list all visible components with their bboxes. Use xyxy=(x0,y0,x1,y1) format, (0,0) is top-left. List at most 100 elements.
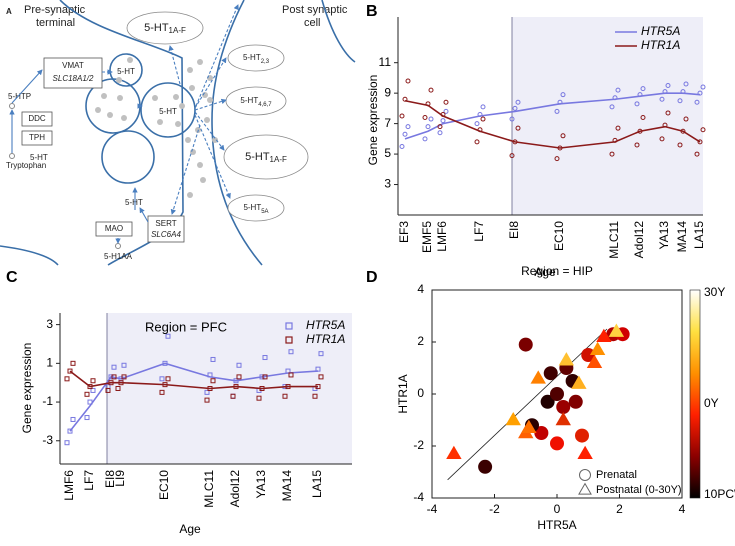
sert: SERT xyxy=(155,219,176,228)
legend-label: HTR5A xyxy=(641,24,680,38)
sample-point xyxy=(640,115,646,121)
point xyxy=(550,387,564,401)
sample-point xyxy=(683,81,689,87)
receptor-label: 5-HT1A-F xyxy=(144,22,186,35)
x-tick-label: LF7 xyxy=(82,470,96,491)
x-tick-label: LA15 xyxy=(692,221,706,249)
legend-swatch xyxy=(579,469,591,481)
arrow xyxy=(194,98,227,111)
sample-point xyxy=(67,368,73,374)
receptor-base: 5-HT xyxy=(243,53,261,62)
mao: MAO xyxy=(105,224,123,233)
pre-terminal xyxy=(0,245,59,266)
point xyxy=(577,445,593,460)
x-tick-label: EC10 xyxy=(157,470,171,500)
sample-point xyxy=(700,127,706,133)
sample-point xyxy=(165,376,171,382)
dot xyxy=(95,107,101,113)
receptor-base: 5-HT xyxy=(243,203,261,212)
sample-point xyxy=(480,104,486,110)
y-axis-label: Gene expression xyxy=(366,75,380,166)
tph-box xyxy=(21,130,53,146)
sample-point xyxy=(64,376,70,382)
dot xyxy=(197,59,203,65)
x-tick-label: MLC11 xyxy=(607,221,621,259)
sample-point xyxy=(165,333,171,339)
y-axis-label: HTR1A xyxy=(396,374,410,413)
dot xyxy=(116,77,122,83)
trend-line xyxy=(69,362,319,432)
panel-label: C xyxy=(6,269,18,286)
metabolite: 5-H1AA xyxy=(104,252,133,261)
post-cell xyxy=(321,0,356,63)
y-tick-label: -1 xyxy=(42,394,53,408)
vmat-box xyxy=(43,57,103,89)
sample-point xyxy=(428,87,434,93)
y-tick-label: 0 xyxy=(417,386,424,400)
dot xyxy=(173,94,179,100)
point xyxy=(589,341,606,356)
y-tick-label: 3 xyxy=(384,177,391,191)
sample-point xyxy=(64,440,70,446)
sample-point xyxy=(70,416,76,422)
arrow xyxy=(11,69,43,104)
dot xyxy=(179,103,185,109)
shaded-region xyxy=(107,313,352,464)
sample-point xyxy=(422,115,428,121)
sample-point xyxy=(509,153,515,159)
y-axis-label: Gene expression xyxy=(20,343,34,434)
arrow xyxy=(170,124,201,215)
sample-point xyxy=(428,116,434,122)
y-tick-label: 7 xyxy=(384,116,391,130)
sample-point xyxy=(236,374,242,380)
point xyxy=(568,394,583,409)
sample-point xyxy=(515,99,521,105)
sample-point xyxy=(405,78,411,84)
point xyxy=(586,354,603,369)
point xyxy=(596,328,612,343)
y-tick-label: 3 xyxy=(46,317,53,331)
receptor-label: 5-HT4,6,7 xyxy=(240,96,272,107)
serotonin: 5-HT xyxy=(125,198,143,207)
tph: TPH xyxy=(29,133,45,142)
colorbar-label: 0Y xyxy=(704,396,719,410)
x-tick-label: 4 xyxy=(679,502,686,516)
sert-gene: SLC6A4 xyxy=(151,230,181,239)
y-tick-label: -3 xyxy=(42,433,53,447)
receptor xyxy=(223,134,309,180)
sample-point xyxy=(210,356,216,362)
sample-point xyxy=(236,362,242,368)
x-tick-label: YA13 xyxy=(657,221,671,250)
sample-point xyxy=(437,130,443,136)
pre-terminal xyxy=(59,0,184,266)
serotonin: 5-HT xyxy=(117,67,135,76)
dot xyxy=(207,97,213,103)
x-tick-label: LF7 xyxy=(472,221,486,242)
sample-point xyxy=(560,133,566,139)
sample-point xyxy=(159,376,165,382)
point xyxy=(478,459,493,474)
receptor-sub: 1A-F xyxy=(169,26,186,35)
precursor: 5-HTP xyxy=(8,92,31,101)
sample-point xyxy=(640,86,646,92)
sample-point xyxy=(67,428,73,434)
sample-point xyxy=(405,124,411,130)
point xyxy=(543,366,558,381)
pre-label: Pre-synaptic xyxy=(24,4,86,16)
molecule xyxy=(9,103,15,109)
arrow xyxy=(168,45,181,85)
vesicle xyxy=(101,130,155,184)
y-tick-label: 1 xyxy=(46,356,53,370)
arrow xyxy=(194,111,225,151)
point xyxy=(581,348,596,362)
sample-point xyxy=(437,124,443,130)
sample-point xyxy=(554,108,560,114)
annotation: Region = PFC xyxy=(145,319,227,334)
point xyxy=(558,352,575,366)
sample-point xyxy=(694,99,700,105)
legend-swatch xyxy=(285,336,293,344)
synapse-diagram: A Pre-synaptic terminal Post synaptic ce… xyxy=(0,0,356,266)
x-tick-label: MA14 xyxy=(280,470,294,502)
colorbar-label: 10PCW xyxy=(704,487,735,501)
sample-point xyxy=(121,362,127,368)
